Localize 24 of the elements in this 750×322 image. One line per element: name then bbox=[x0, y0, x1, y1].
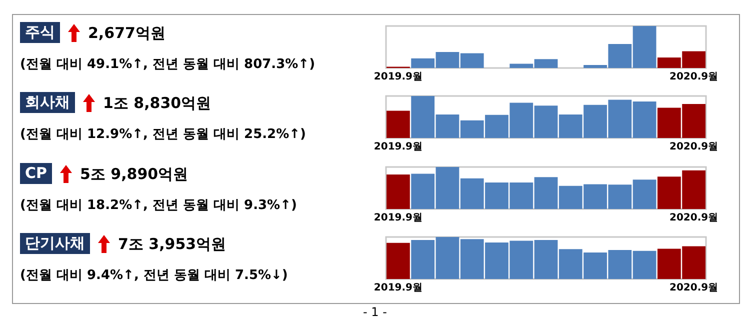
x-tick-label: 2019.9월 bbox=[374, 72, 422, 82]
x-tick-label: 2020.9월 bbox=[670, 282, 718, 294]
x-tick-label: 2019.9월 bbox=[374, 142, 422, 152]
bar bbox=[386, 242, 410, 279]
text: 5조 9,890억원 bbox=[80, 165, 188, 183]
text: 7조 3,953억원 bbox=[118, 235, 226, 253]
x-tick-label: 2019.9월 bbox=[374, 212, 422, 224]
text: (전월 대비 49.1%↑, 전년 동월 대비 807.3%↑) bbox=[20, 57, 316, 72]
text: (전월 대비 18.2%↑, 전년 동월 대비 9.3%↑) bbox=[20, 198, 297, 213]
text: 회사채 bbox=[20, 92, 75, 113]
text: (전월 대비 9.4%↑, 전년 동월 대비 7.5%↓) bbox=[20, 268, 288, 283]
text: CP bbox=[20, 163, 52, 184]
bar bbox=[386, 174, 410, 209]
x-tick-label: 2019.9월 bbox=[374, 282, 422, 294]
text: 단기사채 bbox=[20, 233, 90, 254]
x-tick-label: 2020.9월 bbox=[670, 142, 718, 152]
text: - 1 - bbox=[362, 305, 388, 319]
text: (전월 대비 12.9%↑, 전년 동월 대비 25.2%↑) bbox=[20, 127, 306, 142]
text: 1조 8,830억원 bbox=[103, 94, 212, 112]
x-tick-label: 2020.9월 bbox=[670, 212, 718, 224]
text: 2,677억원 bbox=[88, 24, 166, 42]
bar bbox=[386, 110, 410, 138]
text: 주식 bbox=[20, 22, 60, 43]
x-tick-label: 2020.9월 bbox=[670, 72, 718, 82]
